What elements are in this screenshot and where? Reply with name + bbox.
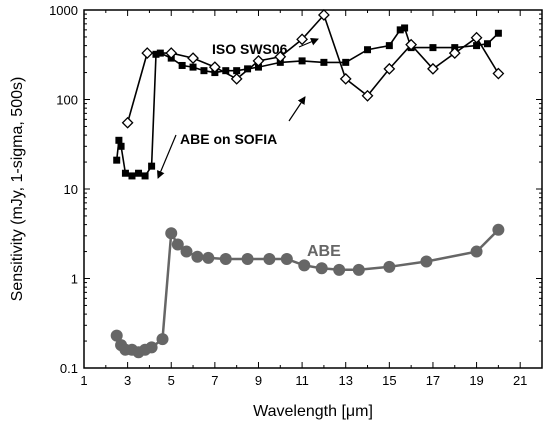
data-point-iso-sws06 xyxy=(427,62,439,75)
annotation-arrow-abe-sofia-right xyxy=(288,96,306,122)
data-point-iso-sws06 xyxy=(252,54,265,67)
data-point-abe-on-sofia xyxy=(401,24,409,32)
data-point-abe-on-sofia xyxy=(189,63,197,71)
data-point-abe-on-sofia xyxy=(254,63,262,71)
data-point-iso-sws06 xyxy=(448,47,461,60)
data-point-iso-sws06 xyxy=(121,116,134,129)
series-abe xyxy=(110,223,505,359)
y-tick-label: 1 xyxy=(71,272,78,287)
data-point-abe-on-sofia xyxy=(320,58,328,66)
annotation-layer: ISO SWS06 ABE on SOFIA ABE xyxy=(157,38,341,260)
data-point-iso-sws06 xyxy=(296,33,309,46)
data-point-iso-sws06 xyxy=(383,62,396,75)
series-layer xyxy=(110,9,505,359)
x-tick-label: 15 xyxy=(382,373,396,388)
data-point-iso-sws06 xyxy=(492,67,505,80)
x-tick-label: 11 xyxy=(295,373,309,388)
data-point-iso-sws06 xyxy=(405,38,418,51)
data-point-iso-sws06 xyxy=(361,89,374,102)
data-point-abe-on-sofia xyxy=(200,67,208,75)
data-point-abe xyxy=(165,227,178,240)
y-tick-label: 10 xyxy=(64,182,78,197)
data-point-abe xyxy=(420,255,433,268)
data-point-iso-sws06 xyxy=(208,61,221,74)
data-point-abe-on-sofia xyxy=(222,67,230,75)
data-point-abe xyxy=(202,251,215,264)
x-tick-label: 13 xyxy=(338,373,352,388)
data-point-abe-on-sofia xyxy=(128,172,136,180)
annotation-abe-on-sofia: ABE on SOFIA xyxy=(180,131,277,147)
data-point-iso-sws06 xyxy=(187,52,199,65)
data-point-abe-on-sofia xyxy=(233,67,241,75)
data-point-iso-sws06 xyxy=(230,72,243,85)
x-axis-label: Wavelength [μm] xyxy=(253,403,373,420)
data-point-abe-on-sofia xyxy=(396,26,404,34)
data-point-abe xyxy=(145,341,158,354)
data-point-abe-on-sofia xyxy=(244,65,252,73)
data-point-iso-sws06 xyxy=(470,31,483,44)
data-point-abe xyxy=(280,253,293,266)
data-point-iso-sws06 xyxy=(274,50,287,63)
x-tick-label: 21 xyxy=(513,373,527,388)
x-tick-label: 1 xyxy=(80,373,87,388)
annotation-abe: ABE xyxy=(307,243,341,260)
data-point-abe-on-sofia xyxy=(494,29,502,37)
data-point-abe xyxy=(156,333,169,346)
x-tick-label: 3 xyxy=(124,373,131,388)
data-point-abe-on-sofia xyxy=(385,42,393,50)
data-point-abe-on-sofia xyxy=(178,61,186,69)
annotation-arrow-abe-sofia-left xyxy=(157,134,177,179)
data-point-abe-on-sofia xyxy=(135,169,143,177)
x-tick-label: 9 xyxy=(255,373,262,388)
data-point-iso-sws06 xyxy=(165,47,178,60)
plot-frame xyxy=(83,9,543,369)
data-point-abe xyxy=(219,253,232,266)
data-point-abe-on-sofia xyxy=(113,156,121,164)
data-point-abe-on-sofia xyxy=(115,136,123,144)
x-tick-label: 5 xyxy=(168,373,175,388)
data-point-abe xyxy=(492,223,505,236)
data-point-abe-on-sofia xyxy=(148,162,156,170)
data-point-abe-on-sofia xyxy=(298,57,306,65)
data-point-abe xyxy=(191,250,204,263)
series-iso-sws06 xyxy=(121,9,505,129)
y-tick-label: 1000 xyxy=(49,3,78,18)
x-tick-label: 17 xyxy=(426,373,440,388)
data-point-abe-on-sofia xyxy=(473,42,481,50)
y-tick-label: 0.1 xyxy=(60,361,78,376)
annotation-iso-sws06: ISO SWS06 xyxy=(212,41,288,57)
data-point-abe xyxy=(383,260,396,273)
data-point-abe-on-sofia xyxy=(117,142,125,150)
data-point-abe-on-sofia xyxy=(152,50,160,58)
data-point-abe xyxy=(171,238,184,251)
data-point-abe-on-sofia xyxy=(342,58,350,66)
annotation-arrow-iso xyxy=(298,38,319,48)
data-point-abe xyxy=(110,329,123,342)
data-point-abe xyxy=(470,245,483,258)
y-axis-label: Sensitivity (mJy, 1-sigma, 500s) xyxy=(9,77,26,302)
x-tick-label: 7 xyxy=(211,373,218,388)
y-tick-label: 100 xyxy=(56,93,78,108)
x-tick-label: 19 xyxy=(469,373,483,388)
data-point-abe xyxy=(263,253,276,266)
data-point-iso-sws06 xyxy=(317,9,330,21)
data-point-abe xyxy=(180,245,193,258)
data-point-abe xyxy=(315,262,328,275)
data-point-abe xyxy=(333,263,346,276)
data-point-abe xyxy=(352,263,365,276)
data-point-abe-on-sofia xyxy=(483,40,491,48)
data-point-abe-on-sofia xyxy=(141,172,149,180)
data-point-abe-on-sofia xyxy=(429,44,437,52)
data-point-iso-sws06 xyxy=(141,47,154,60)
data-point-abe-on-sofia xyxy=(121,169,129,177)
data-point-abe-on-sofia xyxy=(364,46,372,54)
data-point-iso-sws06 xyxy=(339,72,352,85)
data-point-abe xyxy=(241,253,254,266)
data-point-abe xyxy=(298,259,311,272)
